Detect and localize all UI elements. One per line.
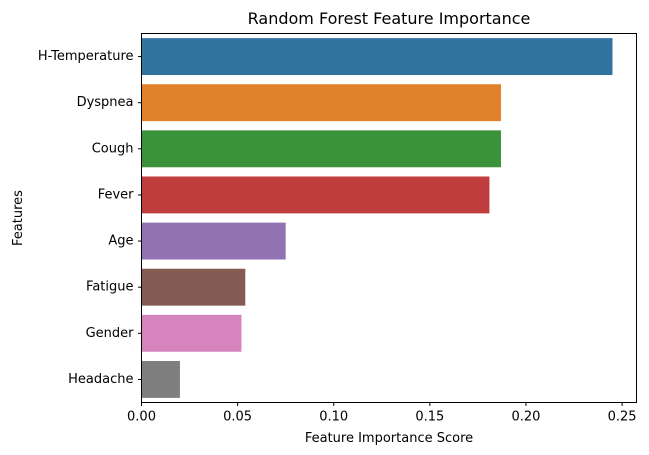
bars-group	[141, 38, 613, 398]
x-axis-label: Feature Importance Score	[305, 431, 473, 446]
bar-fever	[141, 176, 490, 214]
plot-frame	[141, 33, 637, 403]
x-tick-label: 0.10	[319, 410, 348, 425]
x-tick-label: 0.05	[223, 410, 252, 425]
y-tick-label: Age	[108, 234, 133, 249]
x-axis-ticks: 0.00 0.05 0.10 0.15 0.20 0.25	[127, 402, 637, 425]
x-tick-label: 0.00	[127, 410, 156, 425]
x-tick-label: 0.20	[511, 410, 540, 425]
y-tick-label: Fatigue	[86, 280, 133, 295]
y-axis-label: Features	[11, 190, 26, 246]
y-tick-label: H-Temperature	[38, 49, 134, 64]
bar-fatigue	[141, 268, 246, 306]
y-tick-label: Cough	[92, 141, 134, 156]
y-tick-label: Fever	[98, 187, 134, 202]
y-tick-label: Gender	[86, 326, 135, 341]
bar-cough	[141, 130, 501, 168]
x-tick-label: 0.15	[415, 410, 444, 425]
x-tick-label: 0.25	[608, 410, 637, 425]
chart-title: Random Forest Feature Importance	[248, 9, 531, 28]
bar-dyspnea	[141, 84, 501, 122]
bar-gender	[141, 314, 242, 352]
bar-headache	[141, 360, 180, 398]
y-tick-label: Headache	[68, 372, 133, 387]
y-tick-label: Dyspnea	[77, 95, 134, 110]
y-axis-ticks: H-Temperature Dyspnea Cough Fever Age Fatigue…	[38, 49, 142, 387]
bar-h-temperature	[141, 38, 613, 76]
bar-age	[141, 222, 286, 260]
